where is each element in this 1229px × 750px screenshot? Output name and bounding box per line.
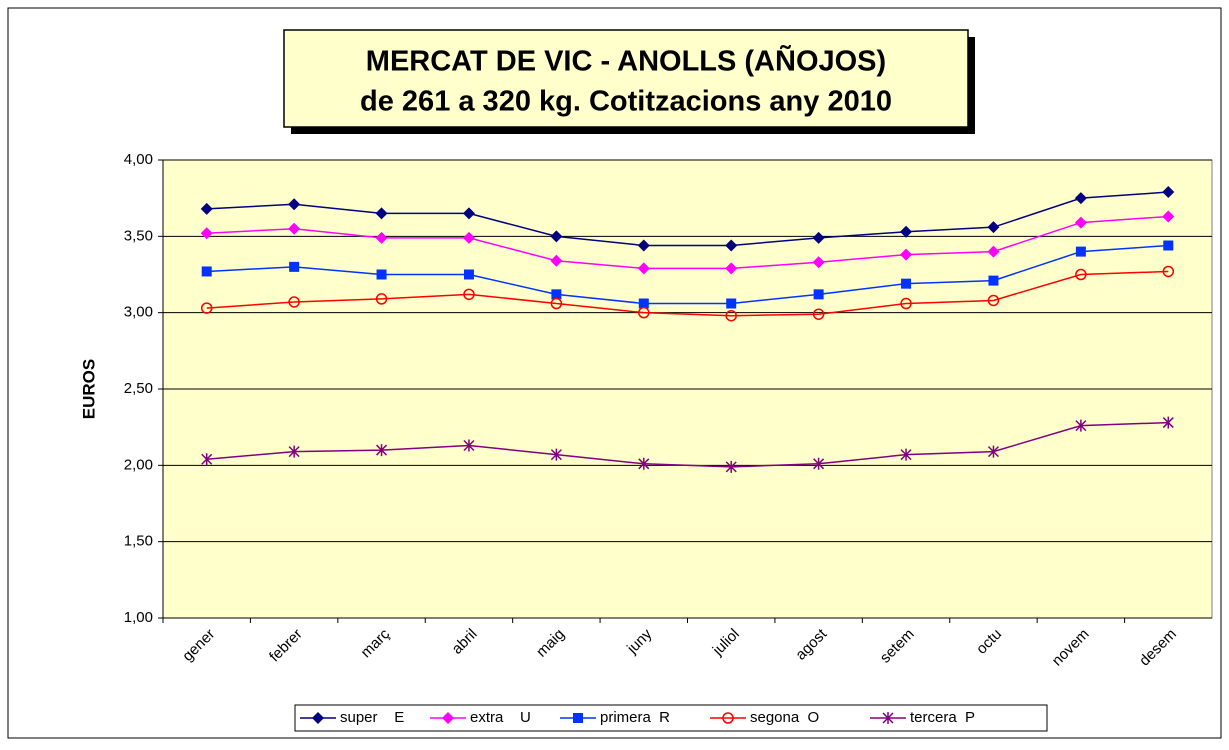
point <box>550 230 563 243</box>
series-line <box>206 270 1169 317</box>
point <box>463 439 475 452</box>
legend-marker <box>442 712 454 724</box>
point <box>901 278 912 289</box>
point <box>987 221 1000 234</box>
point <box>900 225 913 238</box>
point <box>288 198 301 211</box>
point <box>1163 240 1174 251</box>
point <box>726 298 737 309</box>
point <box>288 222 301 235</box>
point <box>900 448 912 461</box>
legend-box <box>294 704 1048 732</box>
legend-marker <box>882 712 894 724</box>
point <box>288 296 300 308</box>
point <box>900 248 913 261</box>
point <box>550 448 562 461</box>
y-tick-label: 1,50 <box>124 533 153 550</box>
chart-subtitle: de 261 a 320 kg. Cotitzacions any 2010 <box>360 86 892 118</box>
y-tick-label: 2,00 <box>124 456 153 473</box>
point <box>638 298 649 309</box>
point <box>376 444 388 457</box>
point <box>550 254 563 267</box>
point <box>725 239 738 252</box>
point <box>812 308 825 320</box>
point <box>1075 268 1087 281</box>
point <box>1075 246 1086 257</box>
y-tick-label: 3,50 <box>124 227 153 244</box>
y-tick-label: 1,00 <box>124 609 153 626</box>
y-tick-label: 3,00 <box>124 304 153 321</box>
y-axis-label: EUROS <box>79 359 98 419</box>
point <box>376 269 387 280</box>
y-tick-label: 2,50 <box>124 380 153 397</box>
point <box>375 293 388 305</box>
y-tick-label: 4,00 <box>124 151 153 168</box>
legend-label: primera R <box>600 709 670 726</box>
point <box>463 269 474 280</box>
point <box>638 457 650 470</box>
point <box>375 231 388 244</box>
point <box>813 289 824 300</box>
point <box>289 261 300 272</box>
legend-marker <box>722 712 734 724</box>
point <box>988 275 999 286</box>
title-box <box>283 29 969 128</box>
point <box>813 457 825 470</box>
point <box>1075 419 1087 432</box>
point <box>1162 416 1174 429</box>
legend-label: segona O <box>750 709 819 726</box>
point <box>637 239 650 252</box>
point <box>200 202 213 215</box>
point <box>375 207 388 220</box>
legend-label: super E <box>340 709 404 726</box>
point <box>1162 265 1175 278</box>
point <box>725 262 738 275</box>
point <box>288 445 300 458</box>
chart-title: MERCAT DE VIC - ANOLLS (AÑOJOS) <box>366 44 886 78</box>
legend-marker <box>573 713 583 723</box>
point <box>550 297 563 310</box>
point <box>987 245 1000 258</box>
point <box>201 266 212 277</box>
point <box>201 453 213 466</box>
point <box>812 231 825 244</box>
point <box>462 207 475 220</box>
series-line <box>206 421 1169 468</box>
legend-marker <box>312 712 324 724</box>
point <box>462 231 475 244</box>
point <box>551 289 562 300</box>
point <box>200 302 213 314</box>
point <box>637 262 650 275</box>
series-line <box>206 191 1169 247</box>
legend-label: extra U <box>470 709 531 726</box>
point <box>1162 186 1175 199</box>
series-line <box>206 215 1169 270</box>
point <box>200 227 213 240</box>
point <box>812 256 825 269</box>
point <box>725 309 737 322</box>
series-line <box>206 244 1169 305</box>
point <box>638 306 650 319</box>
point <box>900 297 912 310</box>
point <box>725 460 737 473</box>
point <box>1074 216 1087 229</box>
point <box>987 294 1000 307</box>
legend-label: tercera P <box>910 709 975 726</box>
point <box>463 288 475 301</box>
point <box>1162 210 1175 223</box>
point <box>987 445 999 458</box>
point <box>1074 192 1087 205</box>
